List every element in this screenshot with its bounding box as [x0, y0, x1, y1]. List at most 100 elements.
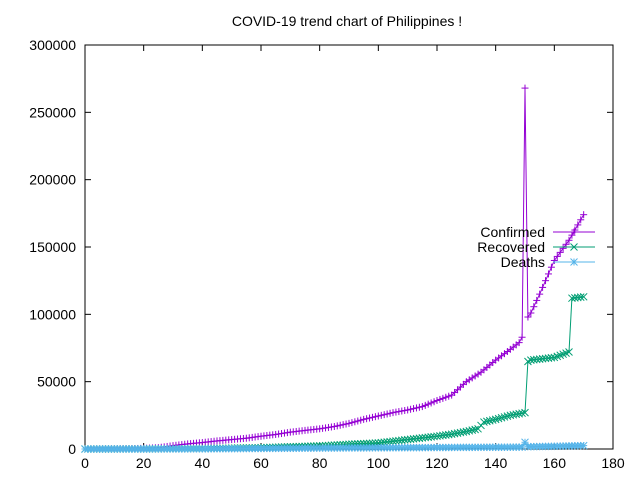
y-tick-label: 0 [68, 441, 76, 457]
data-point-recovered-stroke [503, 412, 512, 420]
data-point-recovered-stroke [485, 416, 494, 425]
legend-marker-recovered-stroke [570, 243, 578, 251]
data-point-confirmed [539, 283, 547, 291]
data-point-confirmed [515, 339, 523, 347]
data-point-confirmed [366, 414, 374, 422]
data-point-deaths [521, 438, 529, 447]
legend-label-confirmed: Confirmed [480, 224, 545, 240]
data-point-confirmed [556, 248, 564, 256]
y-tick-label: 100000 [29, 306, 76, 322]
data-point-confirmed [518, 333, 526, 341]
chart-title: COVID-19 trend chart of Philippines ! [232, 13, 462, 29]
data-point-recovered-stroke [409, 435, 418, 443]
data-point-recovered-stroke [488, 416, 497, 424]
data-point-confirmed [371, 413, 379, 421]
data-point-confirmed [407, 405, 415, 413]
data-point-recovered [483, 417, 491, 426]
y-tick-label: 150000 [29, 239, 76, 255]
x-tick-label: 60 [253, 455, 269, 471]
data-point-confirmed [542, 277, 550, 285]
data-point-confirmed [351, 418, 359, 426]
data-point-recovered-stroke [439, 431, 447, 440]
data-point-recovered-stroke [403, 435, 412, 444]
data-point-confirmed [565, 236, 573, 244]
y-tick-label: 250000 [29, 104, 76, 120]
x-tick-label: 180 [601, 455, 625, 471]
data-point-recovered-stroke [430, 432, 438, 441]
data-point-recovered-stroke [538, 354, 547, 363]
data-point-recovered-stroke [397, 436, 406, 445]
data-point-deaths [579, 441, 588, 450]
y-tick-label: 300000 [29, 37, 76, 53]
data-point-recovered-stroke [509, 410, 518, 419]
data-point-recovered [488, 416, 497, 424]
data-point-recovered-stroke [395, 436, 403, 445]
legend-label-deaths: Deaths [501, 254, 545, 270]
data-point-recovered-stroke [418, 434, 427, 442]
legend-marker-recovered [570, 243, 578, 251]
data-point-confirmed [357, 416, 365, 424]
data-point-confirmed [386, 409, 394, 417]
data-point-confirmed [445, 392, 453, 400]
data-point-recovered-stroke [456, 428, 465, 437]
legend-marker-deaths [570, 258, 578, 266]
data-point-confirmed [530, 303, 538, 311]
data-point-confirmed [433, 397, 441, 405]
data-point-recovered-stroke [506, 411, 515, 420]
data-point-confirmed [377, 411, 385, 419]
data-point-confirmed [363, 415, 371, 423]
data-point-confirmed [345, 419, 353, 427]
data-point-recovered-stroke [515, 409, 523, 418]
data-point-recovered-stroke [547, 353, 556, 362]
data-point-recovered-stroke [500, 413, 509, 421]
series-layer [81, 84, 588, 453]
data-point-confirmed [395, 408, 403, 416]
data-point-recovered [468, 426, 477, 435]
data-point-confirmed [354, 417, 362, 425]
data-point-recovered [465, 426, 474, 435]
y-tick-label: 50000 [37, 374, 76, 390]
data-point-recovered-stroke [351, 440, 359, 448]
data-point-recovered-stroke [544, 354, 553, 362]
data-point-confirmed [439, 394, 447, 402]
data-point-confirmed [421, 401, 429, 409]
data-point-confirmed [527, 309, 535, 317]
x-tick-label: 160 [543, 455, 567, 471]
data-point-deaths-stroke [518, 443, 526, 451]
data-point-confirmed [415, 403, 423, 411]
data-point-confirmed [418, 403, 426, 411]
data-point-confirmed [360, 415, 368, 423]
x-tick-label: 120 [425, 455, 449, 471]
data-point-confirmed [398, 407, 406, 415]
data-point-recovered-stroke [535, 355, 544, 363]
data-point-confirmed [536, 290, 544, 298]
data-point-recovered-stroke [541, 354, 550, 363]
data-point-recovered-stroke [447, 430, 456, 439]
series-deaths [81, 438, 588, 453]
data-point-confirmed [521, 84, 529, 92]
data-point-recovered [497, 413, 506, 422]
data-point-recovered [491, 415, 500, 424]
data-point-confirmed [410, 405, 418, 413]
data-point-confirmed [412, 404, 420, 412]
data-point-recovered-stroke [433, 432, 441, 441]
data-point-recovered-stroke [400, 436, 409, 444]
data-point-confirmed [404, 406, 412, 414]
data-point-recovered-stroke [512, 410, 521, 419]
data-point-recovered-stroke [436, 431, 444, 440]
data-point-confirmed [336, 421, 344, 429]
data-point-recovered [485, 416, 494, 425]
data-point-recovered [579, 292, 588, 301]
data-point-deaths-stroke [579, 441, 588, 450]
data-point-confirmed [374, 412, 382, 420]
data-point-confirmed [383, 410, 391, 418]
data-point-recovered [480, 418, 488, 426]
data-point-recovered-stroke [579, 292, 588, 301]
data-point-recovered-stroke [571, 293, 579, 302]
data-point-recovered-stroke [518, 409, 526, 418]
data-point-confirmed [553, 252, 561, 260]
data-point-recovered [471, 425, 479, 434]
data-point-confirmed [544, 270, 552, 278]
data-point-confirmed [580, 211, 588, 219]
